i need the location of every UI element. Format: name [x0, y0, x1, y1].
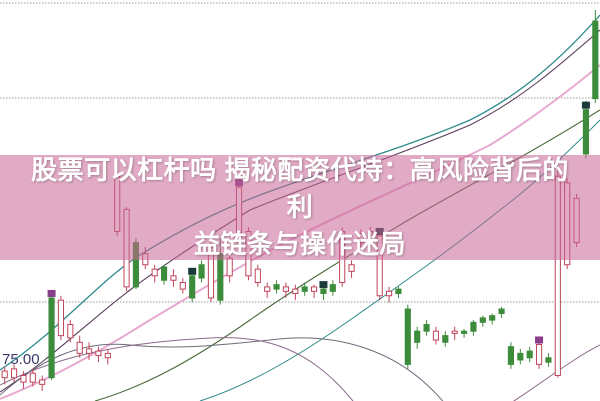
- candle-body[interactable]: [30, 373, 35, 382]
- article-title-overlay: 股票可以杠杆吗 揭秘配资代持：高风险背后的利 益链条与操作迷局: [0, 155, 600, 260]
- candle-body[interactable]: [21, 375, 26, 382]
- candle-body[interactable]: [443, 336, 448, 343]
- candle-body[interactable]: [293, 289, 298, 293]
- candle-body[interactable]: [499, 309, 504, 313]
- candle-body[interactable]: [330, 285, 335, 292]
- candle-marker-icon: [48, 290, 56, 297]
- overlay-title-line2: 益链条与操作迷局: [20, 226, 580, 263]
- candle-body[interactable]: [490, 316, 495, 320]
- candle-body[interactable]: [68, 325, 73, 338]
- candle-body[interactable]: [265, 287, 270, 291]
- candle-body[interactable]: [518, 353, 523, 360]
- candlestick-chart: 75.00 股票可以杠杆吗 揭秘配资代持：高风险背后的利 益链条与操作迷局: [0, 0, 600, 401]
- candle-body[interactable]: [546, 358, 551, 362]
- candle-body[interactable]: [180, 282, 185, 289]
- candle-body[interactable]: [480, 318, 485, 322]
- candle-body[interactable]: [311, 287, 316, 291]
- candle-body[interactable]: [583, 110, 588, 154]
- candle-body[interactable]: [396, 289, 401, 293]
- candle-body[interactable]: [424, 325, 429, 332]
- candle-body[interactable]: [190, 276, 195, 298]
- candle-body[interactable]: [255, 269, 260, 282]
- candle-body[interactable]: [199, 265, 204, 278]
- candle-body[interactable]: [321, 289, 326, 293]
- candle-marker-icon: [188, 268, 196, 275]
- candle-body[interactable]: [527, 351, 532, 358]
- candle-body[interactable]: [40, 380, 45, 384]
- candle-body[interactable]: [152, 269, 157, 276]
- candle-body[interactable]: [274, 285, 279, 289]
- candle-body[interactable]: [461, 331, 466, 333]
- candle-body[interactable]: [508, 347, 513, 365]
- candle-body[interactable]: [536, 344, 541, 364]
- candle-body[interactable]: [433, 331, 438, 340]
- candle-marker-icon: [582, 102, 590, 109]
- candle-body[interactable]: [49, 298, 54, 378]
- candle-body[interactable]: [171, 276, 176, 280]
- overlay-title-line1: 股票可以杠杆吗 揭秘配资代持：高风险背后的利: [20, 152, 580, 226]
- candle-body[interactable]: [86, 349, 91, 353]
- candle-body[interactable]: [593, 21, 598, 99]
- candle-body[interactable]: [452, 331, 457, 333]
- candle-marker-icon: [319, 281, 327, 288]
- candle-body[interactable]: [96, 351, 101, 355]
- candle-body[interactable]: [415, 331, 420, 342]
- candle-body[interactable]: [2, 371, 7, 378]
- candle-body[interactable]: [283, 287, 288, 291]
- candle-body[interactable]: [405, 309, 410, 364]
- candle-body[interactable]: [161, 267, 166, 280]
- candle-body[interactable]: [349, 265, 354, 272]
- candle-body[interactable]: [11, 369, 16, 378]
- candle-body[interactable]: [471, 322, 476, 331]
- candle-body[interactable]: [58, 300, 63, 335]
- candle-body[interactable]: [105, 353, 110, 357]
- candle-marker-icon: [535, 336, 543, 343]
- candle-body[interactable]: [302, 287, 307, 291]
- candle-body[interactable]: [77, 342, 82, 353]
- candle-body[interactable]: [386, 291, 391, 295]
